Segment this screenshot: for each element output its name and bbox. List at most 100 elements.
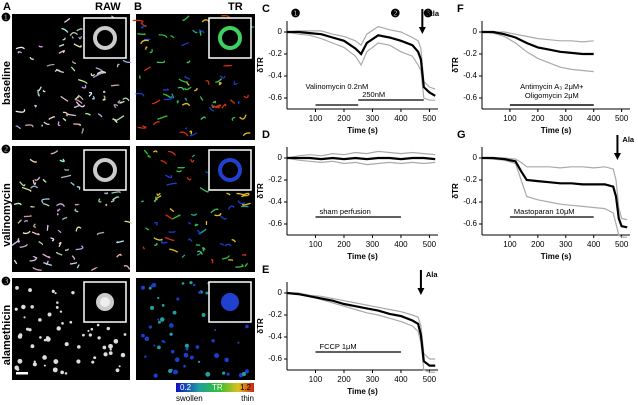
texture <box>226 372 230 376</box>
texture <box>211 339 215 343</box>
texture <box>170 34 175 39</box>
y-tick-label: -0.2 <box>268 175 282 184</box>
texture <box>153 237 163 241</box>
texture <box>210 208 219 214</box>
texture <box>28 328 32 332</box>
texture <box>173 369 178 375</box>
texture <box>51 289 55 293</box>
texture <box>149 49 153 54</box>
texture <box>157 115 168 120</box>
texture <box>64 342 69 347</box>
y-axis-label: δTR <box>451 57 460 73</box>
inset <box>83 149 127 191</box>
texture <box>56 203 65 207</box>
mean-line <box>287 30 436 97</box>
texture <box>215 104 222 108</box>
texture <box>108 343 113 349</box>
inset-organelle <box>221 293 239 311</box>
x-tick-label: 200 <box>337 375 351 384</box>
texture <box>91 267 98 271</box>
texture <box>152 150 158 153</box>
y-tick-label: -0.6 <box>463 93 477 102</box>
texture <box>14 307 18 311</box>
texture <box>76 359 81 364</box>
texture <box>157 296 160 300</box>
texture <box>205 371 211 377</box>
colorbar-high: thin <box>241 394 254 403</box>
texture <box>97 113 103 118</box>
texture <box>21 304 26 310</box>
texture <box>55 305 59 309</box>
texture <box>16 367 20 371</box>
inset <box>83 17 127 59</box>
texture <box>43 262 52 266</box>
arrow-head <box>418 27 426 34</box>
texture <box>202 247 206 252</box>
texture <box>168 230 176 233</box>
texture <box>214 328 217 332</box>
texture <box>123 265 131 270</box>
mean-line <box>482 156 628 229</box>
texture <box>56 326 61 331</box>
texture <box>96 71 107 75</box>
texture <box>179 131 189 137</box>
texture <box>62 37 66 41</box>
treatment-label: 250nM <box>362 90 385 99</box>
mean-line <box>287 156 436 161</box>
row-number: ❷ <box>1 144 11 156</box>
texture <box>95 67 103 72</box>
texture <box>182 15 190 22</box>
texture <box>92 72 102 78</box>
texture <box>230 99 236 105</box>
texture <box>108 351 113 356</box>
texture <box>11 240 20 246</box>
texture <box>157 345 161 350</box>
texture <box>143 66 151 72</box>
texture <box>17 51 22 54</box>
texture <box>64 372 68 375</box>
texture <box>112 196 120 201</box>
inset-organelle <box>93 26 117 50</box>
x-axis-label: Time (s) <box>347 387 378 396</box>
texture <box>172 310 177 315</box>
texture <box>132 19 144 24</box>
texture <box>140 200 144 203</box>
texture <box>176 170 182 173</box>
y-tick-label: -0.4 <box>463 197 477 206</box>
texture <box>194 87 198 92</box>
texture <box>244 369 250 374</box>
texture <box>177 86 185 91</box>
texture <box>70 66 76 72</box>
texture <box>53 359 59 364</box>
y-tick-label: -0.2 <box>463 175 477 184</box>
texture <box>200 116 207 121</box>
texture <box>74 98 83 104</box>
trace-line <box>286 150 436 159</box>
texture <box>169 208 175 213</box>
treatment-label: Oligomycin 2μM <box>525 91 579 100</box>
texture <box>118 365 121 368</box>
texture <box>156 60 166 64</box>
texture <box>205 291 209 295</box>
scale-bar <box>16 372 28 375</box>
texture <box>60 96 69 102</box>
texture <box>184 97 188 101</box>
x-tick-label: 300 <box>559 240 573 249</box>
texture <box>174 357 180 363</box>
y-tick-label: 0 <box>278 153 283 162</box>
texture <box>78 79 88 84</box>
texture <box>137 33 146 35</box>
texture <box>75 101 86 108</box>
texture <box>242 192 250 196</box>
texture <box>184 86 192 91</box>
texture <box>13 202 22 206</box>
y-tick-label: 0 <box>278 288 283 297</box>
texture <box>192 29 198 34</box>
texture <box>169 248 179 253</box>
texture <box>153 196 157 203</box>
texture <box>29 158 38 163</box>
texture <box>55 68 64 74</box>
timepoint-marker: ❷ <box>390 8 400 20</box>
texture <box>71 36 74 39</box>
